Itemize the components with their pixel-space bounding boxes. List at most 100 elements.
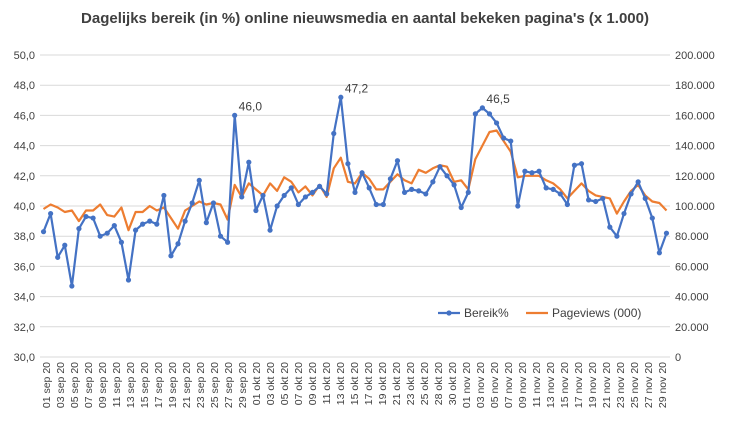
x-tick-label: 25 nov 20: [629, 362, 641, 408]
data-point: [607, 224, 613, 230]
x-tick-label: 27 sep 20: [223, 362, 235, 408]
data-point: [232, 112, 238, 118]
data-point: [69, 283, 75, 289]
data-point: [90, 215, 96, 221]
data-point: [352, 189, 358, 196]
data-label: 46,5: [486, 92, 510, 106]
x-tick-label: 09 nov 20: [517, 362, 529, 408]
data-point: [493, 120, 500, 126]
x-tick-label: 13 sep 20: [125, 362, 137, 408]
data-point: [359, 170, 365, 176]
x-tick-label: 01 sep 20: [41, 362, 53, 408]
right-tick-label: 0: [675, 352, 681, 364]
data-point: [656, 250, 662, 256]
chart-title: Dagelijks bereik (in %) online nieuwsmed…: [81, 10, 649, 27]
x-tick-label: 09 sep 20: [97, 362, 109, 408]
data-point: [274, 203, 280, 209]
data-point: [663, 230, 670, 236]
data-point: [600, 195, 606, 202]
data-point: [317, 183, 323, 189]
x-tick-label: 25 sep 20: [209, 362, 221, 408]
data-point: [302, 194, 309, 200]
left-tick-label: 36,0: [14, 261, 35, 273]
data-point: [281, 192, 287, 199]
data-point: [635, 179, 641, 185]
data-point: [479, 105, 486, 111]
data-point: [239, 194, 245, 200]
legend: Bereik% Pageviews (000): [438, 306, 641, 320]
right-tick-label: 20.000: [675, 322, 709, 334]
x-axis-ticks: 01 sep 20 03 sep 20 05 sep 20 07 sep 20 09 s…: [41, 362, 669, 408]
data-point: [578, 161, 585, 167]
x-tick-label: 09 okt 20: [307, 362, 319, 405]
legend-swatch-marker: [446, 310, 452, 316]
data-point: [140, 221, 146, 227]
data-point: [253, 207, 259, 214]
x-tick-label: 23 okt 20: [405, 362, 417, 405]
data-point: [224, 239, 231, 245]
data-point: [373, 201, 379, 208]
data-point: [416, 188, 422, 194]
data-point: [394, 158, 401, 164]
data-point: [40, 229, 47, 235]
x-tick-label: 15 sep 20: [139, 362, 151, 408]
legend-label: Bereik%: [464, 306, 509, 320]
data-point: [593, 198, 599, 205]
right-tick-label: 100.000: [675, 201, 715, 213]
x-tick-label: 11 nov 20: [531, 362, 543, 408]
x-tick-label: 30 okt 20: [447, 362, 459, 405]
data-point: [125, 277, 132, 283]
left-tick-label: 48,0: [14, 80, 35, 92]
data-point: [48, 210, 54, 217]
left-tick-label: 44,0: [14, 141, 35, 153]
right-tick-label: 140.000: [675, 141, 715, 153]
x-tick-label: 29 sep 20: [237, 362, 249, 408]
x-tick-label: 11 okt 20: [321, 362, 333, 405]
data-point: [309, 189, 316, 196]
right-tick-label: 120.000: [675, 171, 715, 183]
data-point: [76, 226, 82, 232]
right-tick-label: 160.000: [675, 110, 715, 122]
data-point: [175, 241, 181, 247]
data-point: [621, 210, 627, 217]
data-point: [451, 182, 457, 188]
left-tick-label: 50,0: [14, 50, 35, 62]
left-tick-label: 40,0: [14, 201, 35, 213]
series-line: [42, 129, 668, 232]
data-point: [62, 242, 68, 248]
data-point: [536, 168, 542, 174]
data-point: [267, 227, 273, 233]
x-tick-label: 21 okt 20: [391, 362, 403, 405]
x-tick-label: 11 sep 20: [111, 362, 123, 408]
gridlines: [40, 54, 670, 358]
x-tick-label: 03 nov 20: [475, 362, 487, 408]
data-point: [366, 185, 372, 191]
data-point: [161, 192, 167, 199]
data-point: [458, 204, 464, 211]
data-point: [338, 94, 344, 100]
x-tick-label: 03 okt 20: [265, 362, 277, 405]
x-tick-label: 01 nov 20: [461, 362, 473, 408]
annotations-layer: 46,0 47,2 46,5: [239, 81, 510, 113]
x-tick-label: 19 okt 20: [377, 362, 389, 405]
x-tick-label: 21 sep 20: [181, 362, 193, 408]
x-tick-label: 15 okt 20: [349, 362, 361, 405]
x-tick-label: 15 nov 20: [559, 362, 571, 408]
data-point: [104, 230, 110, 236]
x-tick-label: 23 nov 20: [615, 362, 627, 408]
x-tick-label: 07 nov 20: [503, 362, 515, 408]
data-point: [486, 111, 493, 117]
data-point: [345, 161, 351, 167]
x-tick-label: 27 nov 20: [643, 362, 655, 408]
x-tick-label: 03 sep 20: [55, 362, 67, 408]
data-point: [628, 191, 634, 197]
data-point: [288, 185, 294, 191]
data-point: [147, 218, 153, 224]
data-point: [529, 170, 535, 176]
data-point: [97, 233, 103, 239]
x-tick-label: 13 nov 20: [545, 362, 557, 408]
series-layer: [40, 94, 670, 289]
data-point: [132, 227, 139, 233]
left-tick-label: 32,0: [14, 322, 35, 334]
